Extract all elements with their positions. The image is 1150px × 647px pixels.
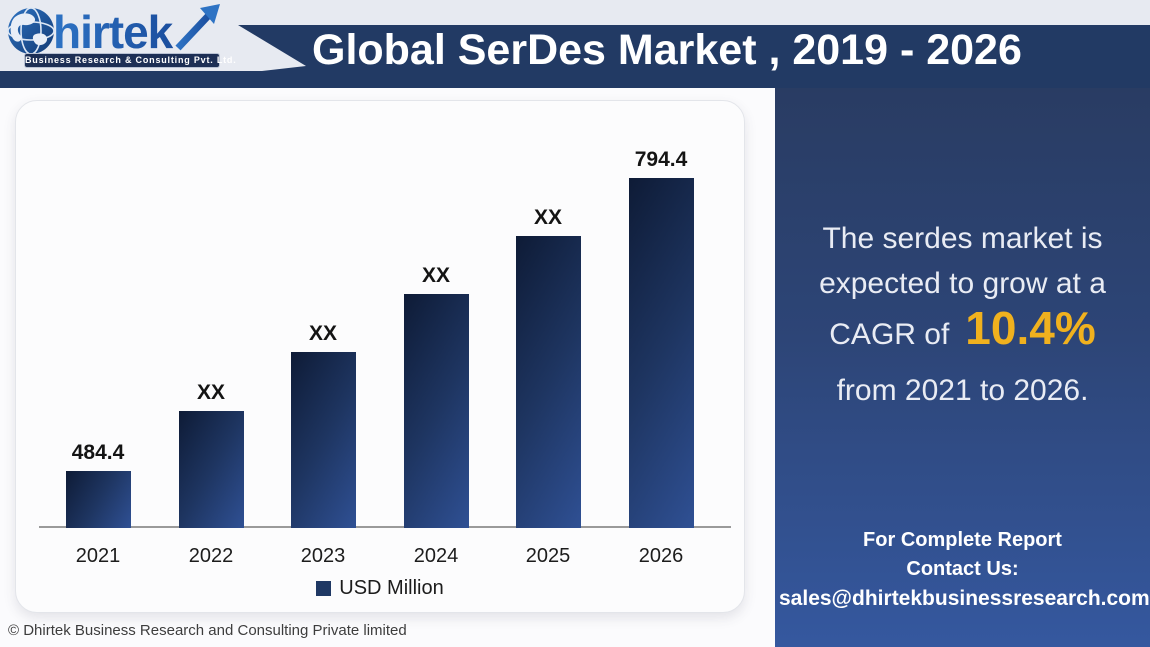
- bar-chart: USD Million 484.4 2021 XX 2022 XX 2023 XX 2024 X…: [16, 101, 744, 612]
- logo-graphic: hirtek: [7, 4, 220, 58]
- globe-icon: [7, 7, 55, 55]
- contact-line-1: For Complete Report: [863, 529, 1062, 551]
- summary-line-2: expected to grow at a: [819, 267, 1106, 300]
- contact-line-2: Contact Us:: [906, 558, 1019, 580]
- bar-2022: [178, 411, 244, 528]
- summary-line-4: from 2021 to 2026.: [836, 374, 1089, 407]
- bar-group-2023: XX: [290, 322, 356, 528]
- legend-swatch: [316, 581, 332, 596]
- bar-2025: [515, 236, 581, 528]
- legend-label: USD Million: [339, 577, 444, 599]
- bar-value-label-2025: XX: [533, 206, 562, 229]
- bar-value-label-2021: 484.4: [71, 441, 125, 464]
- bar-value-label-2024: XX: [421, 264, 450, 287]
- x-axis-label-2026: 2026: [638, 545, 684, 567]
- cagr-line: CAGR of 10.4%: [785, 302, 1140, 368]
- chart-section: USD Million 484.4 2021 XX 2022 XX 2023 XX 2024 X…: [0, 88, 775, 647]
- header: Global SerDes Market , 2019 - 2026 hirte: [0, 0, 1150, 88]
- x-axis-label-2022: 2022: [188, 545, 234, 567]
- bar-value-label-2022: XX: [196, 381, 225, 404]
- bar-group-2026: 794.4: [628, 148, 694, 528]
- contact-block: For Complete Report Contact Us: sales@dh…: [779, 526, 1150, 613]
- market-summary: The serdes market is expected to grow at…: [785, 216, 1140, 413]
- cagr-prefix: CAGR of: [829, 318, 950, 351]
- contact-email[interactable]: sales@dhirtekbusinessresearch.com: [779, 587, 1150, 610]
- growth-arrow-icon: [175, 4, 220, 51]
- copyright-text: © Dhirtek Business Research and Consulti…: [8, 622, 407, 639]
- page-title: Global SerDes Market , 2019 - 2026: [312, 26, 1022, 74]
- company-logo: hirtek Business Research & Consulting Pv…: [6, 4, 236, 70]
- bar-2026: [628, 178, 694, 528]
- bar-group-2021: 484.4: [65, 441, 131, 528]
- x-axis-line: [39, 526, 731, 528]
- bar-2021: [65, 471, 131, 528]
- x-axis-label-2024: 2024: [413, 545, 459, 567]
- bar-2023: [290, 352, 356, 528]
- brand-text: hirtek: [53, 6, 174, 58]
- summary-panel: The serdes market is expected to grow at…: [775, 88, 1150, 647]
- cagr-value: 10.4%: [965, 302, 1096, 354]
- x-axis-label-2023: 2023: [300, 545, 346, 567]
- chart-legend: USD Million: [16, 577, 744, 600]
- logo-tagline: Business Research & Consulting Pvt. Ltd.: [24, 53, 236, 68]
- x-axis-label-2021: 2021: [75, 545, 121, 567]
- bar-group-2025: XX: [515, 206, 581, 528]
- bar-chart-card: USD Million 484.4 2021 XX 2022 XX 2023 XX 2024 X…: [15, 100, 745, 613]
- bar-value-label-2026: 794.4: [634, 148, 688, 171]
- bar-value-label-2023: XX: [308, 322, 337, 345]
- bar-group-2022: XX: [178, 381, 244, 528]
- bar-group-2024: XX: [403, 264, 469, 528]
- bar-2024: [403, 294, 469, 528]
- summary-line-1: The serdes market is: [822, 222, 1103, 255]
- x-axis-label-2025: 2025: [525, 545, 571, 567]
